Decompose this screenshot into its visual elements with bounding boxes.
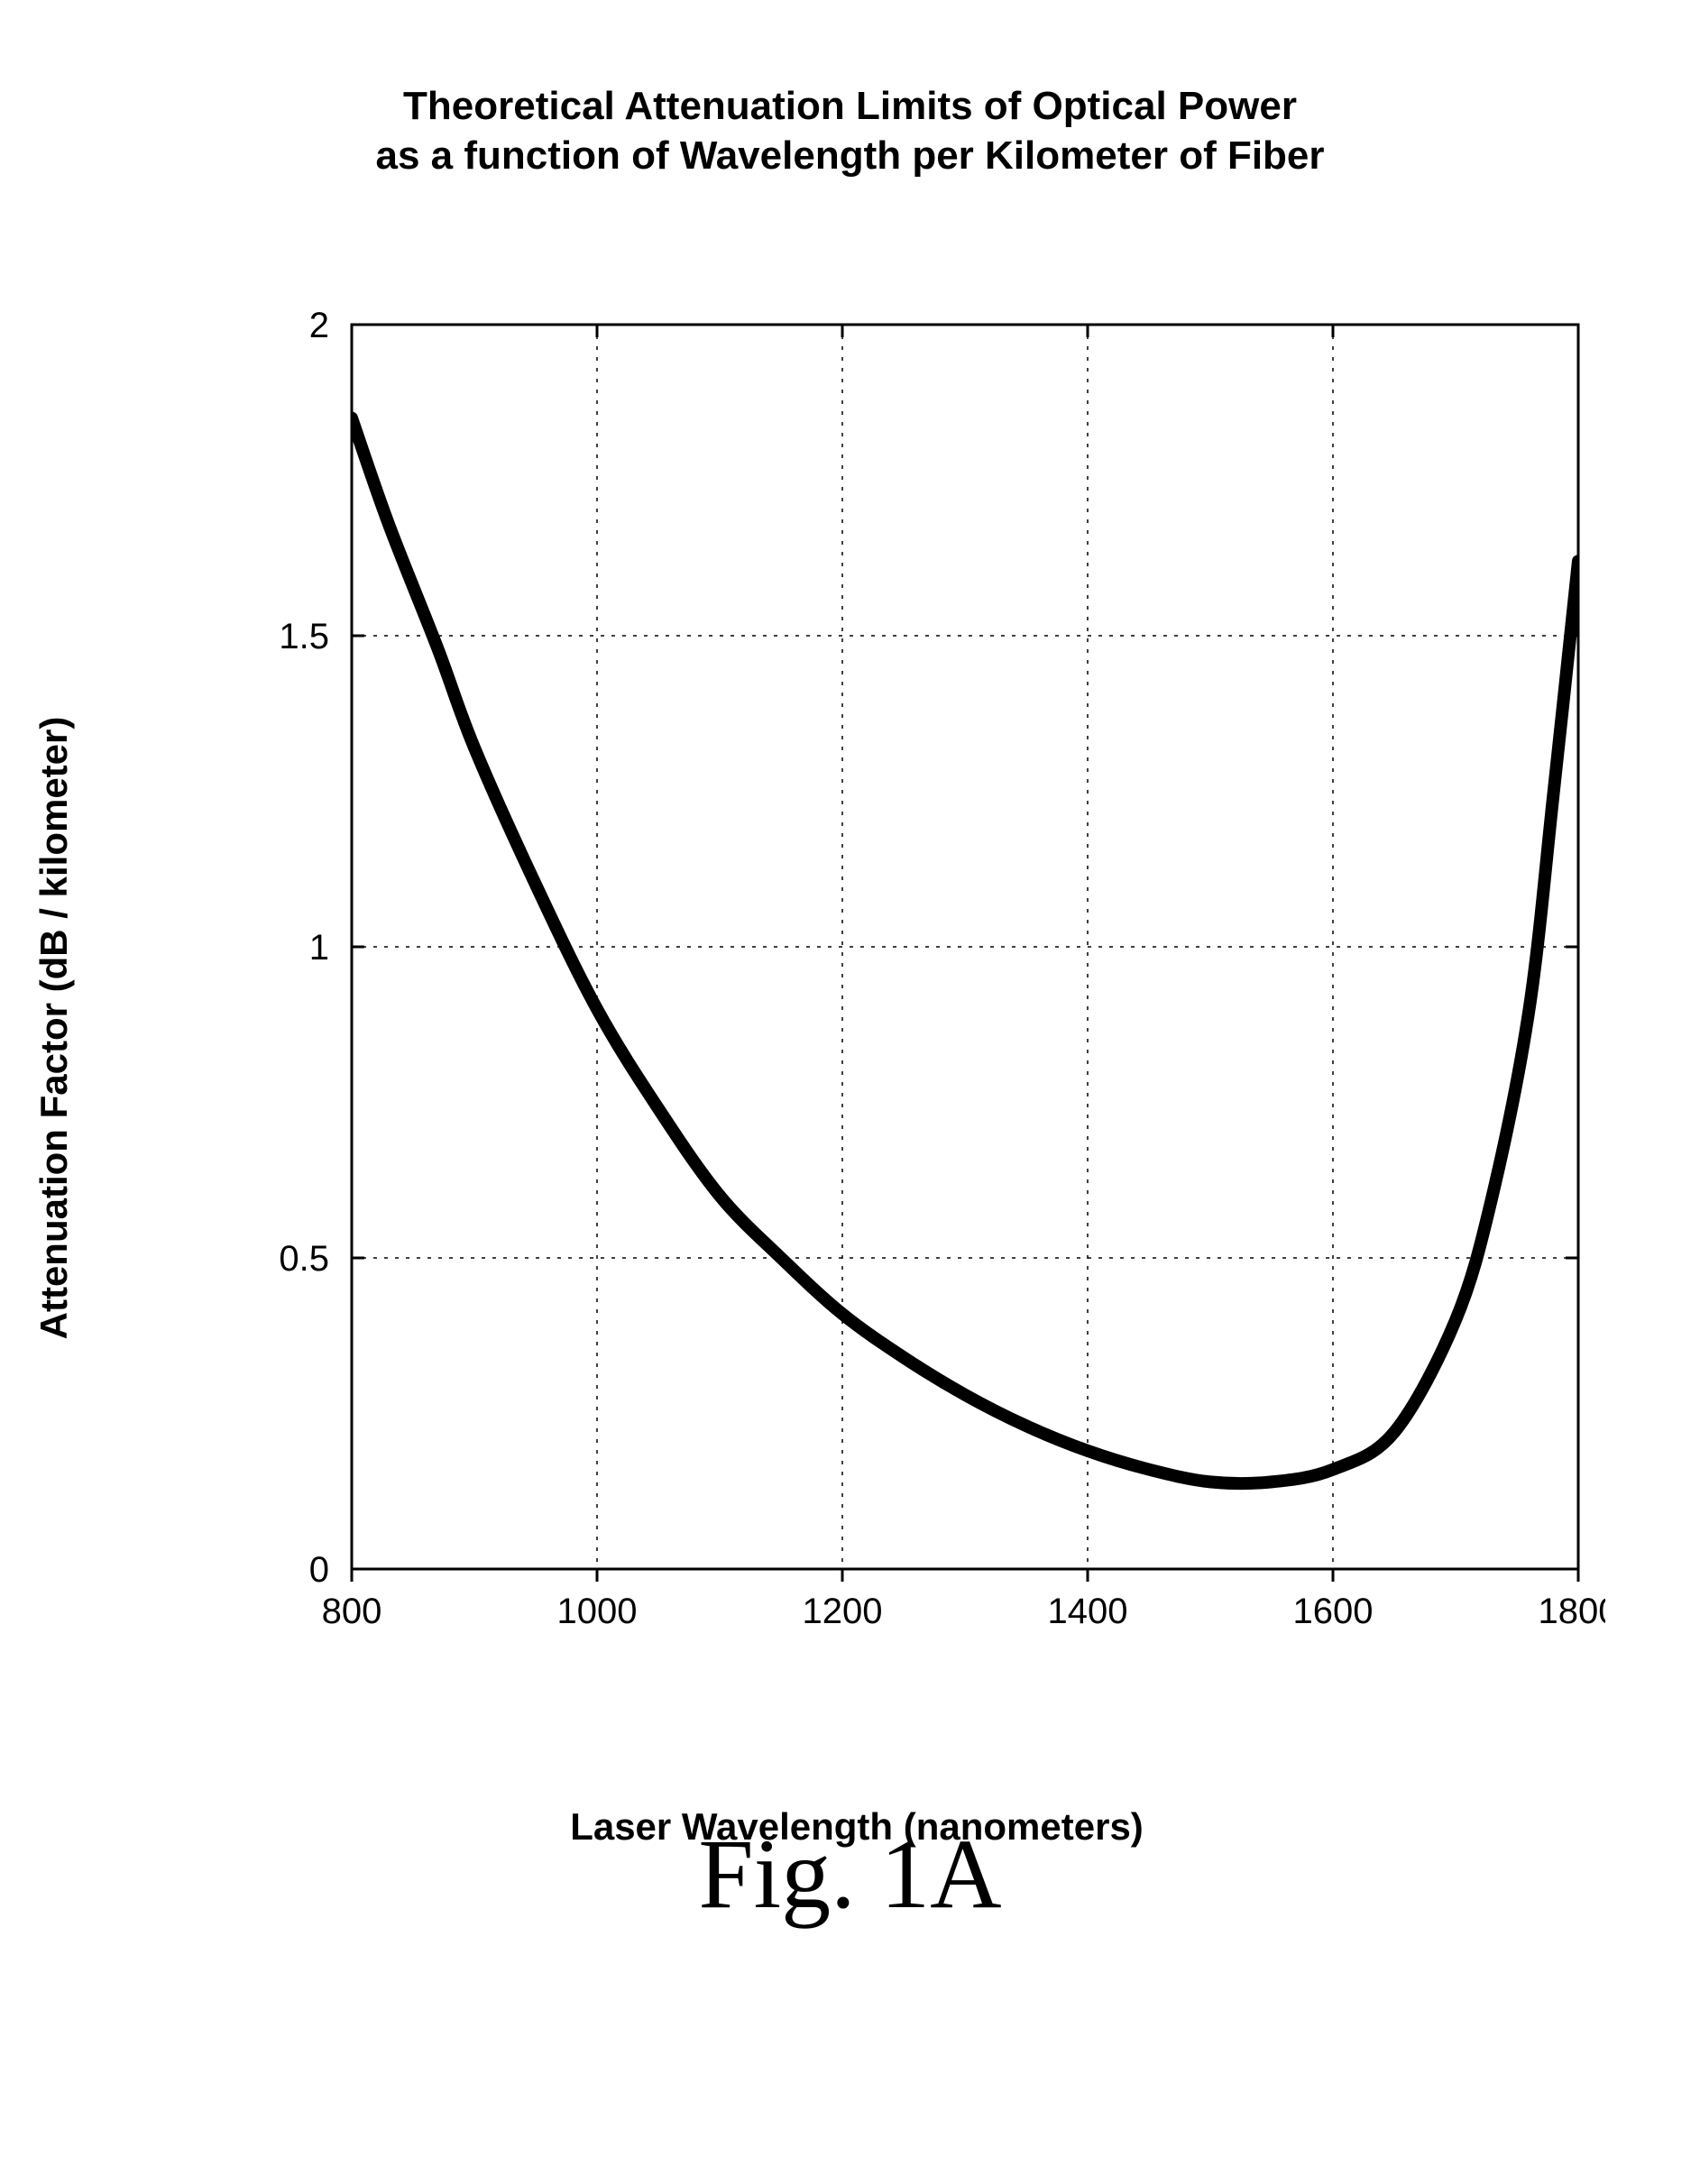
x-tick-label: 1200 <box>803 1592 883 1631</box>
page: Theoretical Attenuation Limits of Optica… <box>0 0 1700 2184</box>
chart-area: Attenuation Factor (dB / kilometer) 8001… <box>72 307 1641 1749</box>
y-tick-label: 0 <box>309 1550 329 1590</box>
x-tick-label: 1000 <box>557 1592 638 1631</box>
x-tick-label: 1400 <box>1048 1592 1128 1631</box>
y-axis-label: Attenuation Factor (dB / kilometer) <box>32 717 76 1340</box>
x-tick-label: 800 <box>322 1592 382 1631</box>
x-tick-label: 1600 <box>1293 1592 1374 1631</box>
title-line-2: as a function of Wavelength per Kilomete… <box>0 131 1700 180</box>
y-tick-label: 0.5 <box>279 1239 329 1279</box>
y-tick-label: 1 <box>309 928 329 968</box>
chart-title: Theoretical Attenuation Limits of Optica… <box>0 81 1700 180</box>
x-tick-label: 1800 <box>1539 1592 1605 1631</box>
attenuation-chart: 800 1000 1200 1400 1600 1800 0 0.5 1 1.5 2 <box>234 307 1605 1659</box>
y-tick-label: 2 <box>309 307 329 345</box>
title-line-1: Theoretical Attenuation Limits of Optica… <box>0 81 1700 131</box>
y-tick-label: 1.5 <box>279 617 329 656</box>
figure-caption: Fig. 1A <box>0 1817 1700 1932</box>
